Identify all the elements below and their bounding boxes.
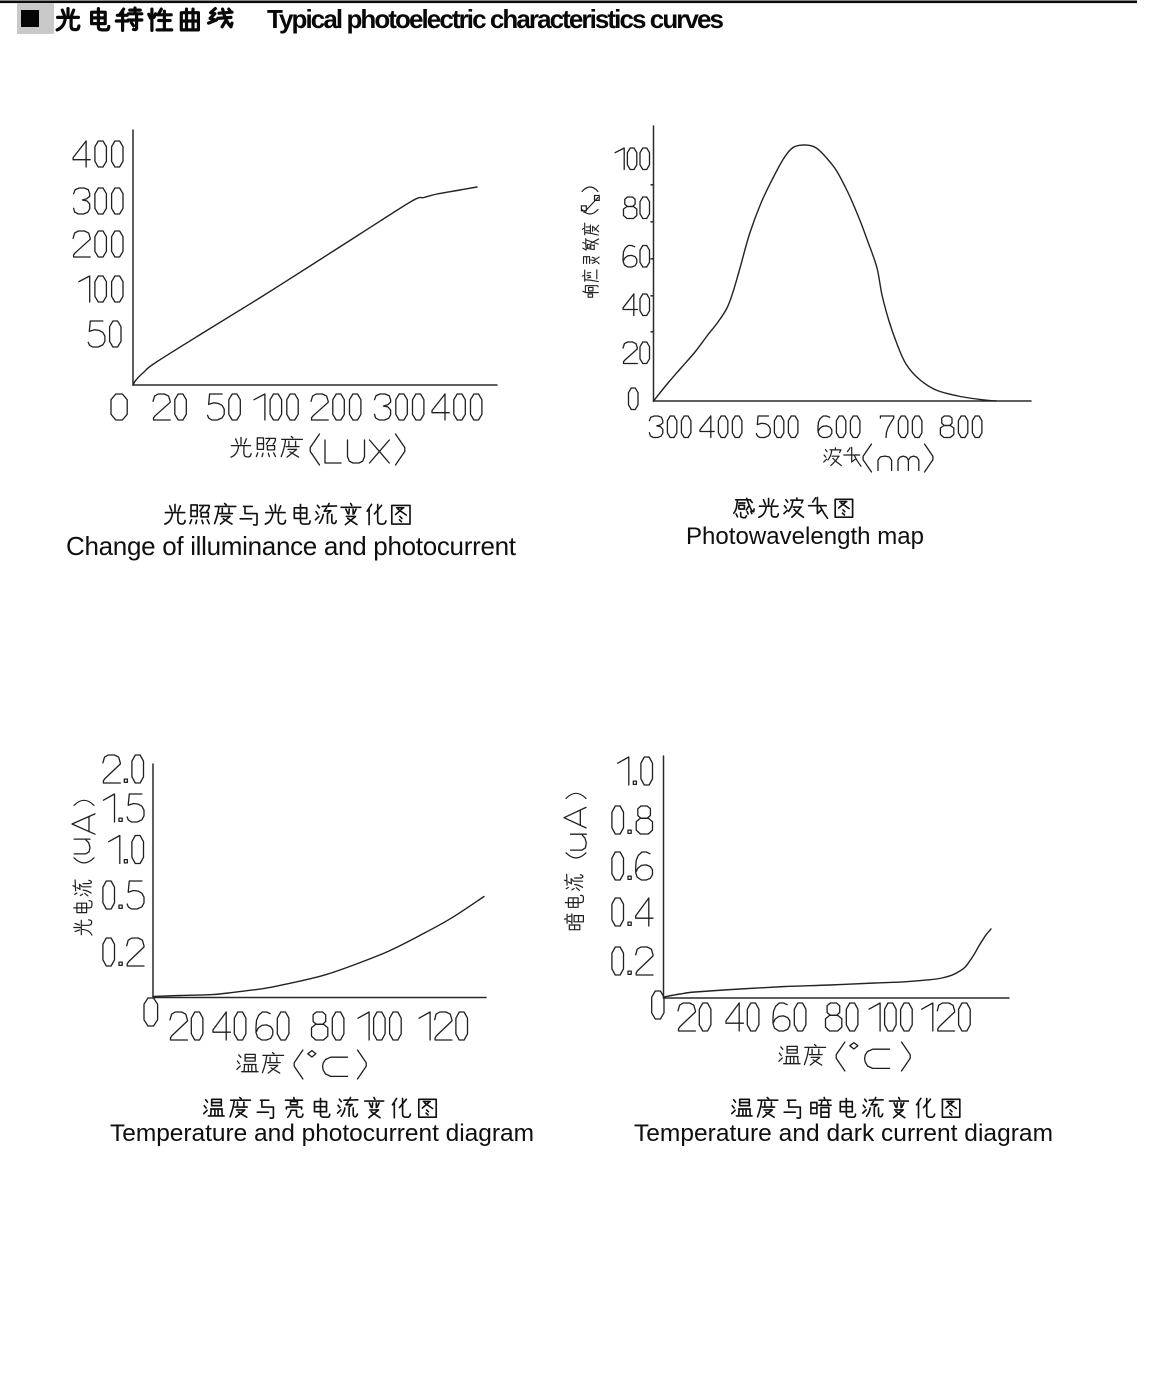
- svg-text:Temperature and dark current d: Temperature and dark current diagram: [634, 1120, 1053, 1147]
- svg-text:Temperature and photocurrent d: Temperature and photocurrent diagram: [110, 1120, 534, 1147]
- svg-text:Typical photoelectric characte: Typical photoelectric characteristics cu…: [267, 4, 724, 34]
- svg-text:Photowavelength map: Photowavelength map: [686, 523, 924, 550]
- svg-text:Change of illuminance and phot: Change of illuminance and photocurrent: [66, 531, 517, 561]
